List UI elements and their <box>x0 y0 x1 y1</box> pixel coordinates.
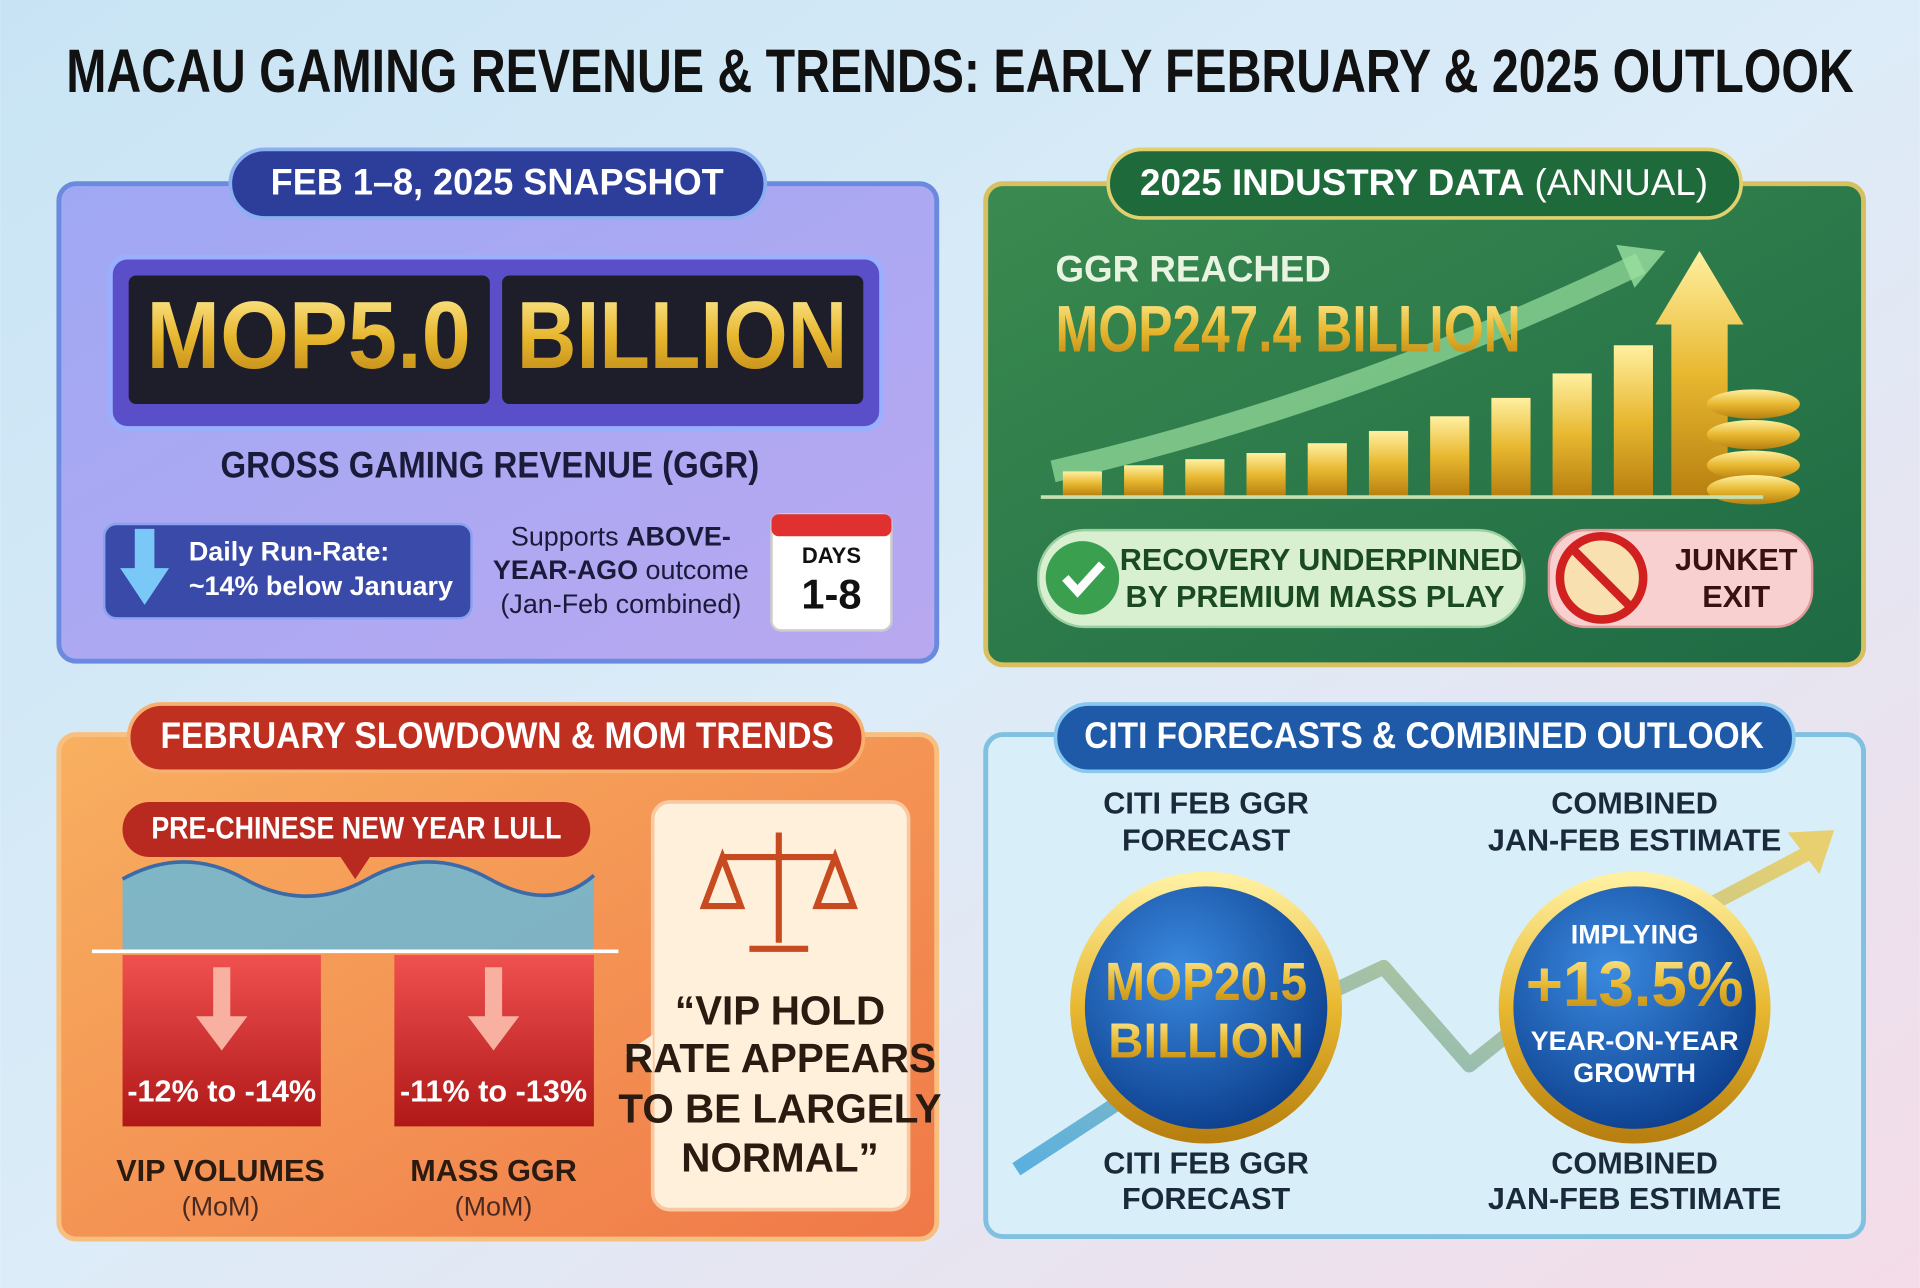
supports-line: Supports ABOVE- <box>511 522 731 552</box>
panel-title: 2025 INDUSTRY DATA (ANNUAL) <box>1140 162 1708 203</box>
supports-emphasis: ABOVE- <box>626 522 731 552</box>
scale-icon <box>699 832 858 952</box>
slowdown-panel: FEBRUARY SLOWDOWN & MOM TRENDS PRE-CHINE… <box>56 702 942 1242</box>
industry-label: GGR REACHED <box>1055 249 1330 290</box>
supports-text: outcome <box>638 555 749 585</box>
calendar-days: 1-8 <box>801 570 861 617</box>
bottom-label: COMBINED <box>1551 1147 1718 1181</box>
industry-value: MOP247.4 BILLION <box>1055 293 1520 367</box>
supports-emphasis: YEAR-AGO <box>493 555 638 585</box>
item-label: MASS GGR <box>410 1154 577 1188</box>
quote-line: “VIP HOLD <box>675 987 885 1033</box>
run-rate-text: Daily Run-Rate: <box>189 537 389 567</box>
quote-line: NORMAL” <box>681 1134 878 1180</box>
badge-text: EXIT <box>1702 580 1770 614</box>
badge-text: JUNKET <box>1675 543 1798 577</box>
supports-text: (Jan-Feb combined) <box>500 589 741 619</box>
quote-line: RATE APPEARS <box>624 1035 936 1081</box>
lull-label: PRE-CHINESE NEW YEAR LULL <box>151 810 561 846</box>
subtitle: GROSS GAMING REVENUE (GGR) <box>221 444 760 485</box>
bottom-label: CITI FEB GGR <box>1103 1147 1309 1181</box>
run-rate-text: ~14% below January <box>189 571 453 601</box>
panel-title: FEB 1–8, 2025 SNAPSHOT <box>271 162 725 203</box>
top-label: FORECAST <box>1122 823 1291 857</box>
item-label: VIP VOLUMES <box>116 1154 325 1188</box>
bottom-label: JAN-FEB ESTIMATE <box>1488 1182 1781 1216</box>
decor-bars <box>1062 250 1800 505</box>
forecast-unit: BILLION <box>1108 1014 1304 1068</box>
growth-label: YEAR-ON-YEAR <box>1531 1026 1739 1056</box>
panel-title: CITI FORECASTS & COMBINED OUTLOOK <box>1084 715 1764 756</box>
forecast-value: MOP20.5 <box>1105 952 1307 1012</box>
top-label: CITI FEB GGR <box>1103 787 1309 821</box>
panel-title: FEBRUARY SLOWDOWN & MOM TRENDS <box>161 715 834 756</box>
supports-text: Supports <box>511 522 626 552</box>
industry-panel: 2025 INDUSTRY DATA (ANNUAL) GGR REACHED … <box>983 147 1867 668</box>
citi-panel: CITI FORECASTS & COMBINED OUTLOOK CITI F… <box>983 702 1867 1240</box>
item-note: (MoM) <box>455 1192 533 1222</box>
title-text: 2025 INDUSTRY DATA <box>1140 162 1524 203</box>
headline-value: MOP5.0 <box>146 283 470 389</box>
top-label: COMBINED <box>1551 787 1718 821</box>
bottom-label: FORECAST <box>1122 1182 1291 1216</box>
badge-text: BY PREMIUM MASS PLAY <box>1126 580 1505 614</box>
headline-unit: BILLION <box>517 283 848 389</box>
snapshot-panel: FEB 1–8, 2025 SNAPSHOT MOP5.0 BILLION GR… <box>56 147 940 664</box>
badge-text: RECOVERY UNDERPINNED <box>1120 543 1523 577</box>
growth-label: GROWTH <box>1573 1058 1696 1088</box>
growth-value: +13.5% <box>1526 949 1744 1020</box>
main-title: MACAU GAMING REVENUE & TRENDS: EARLY FEB… <box>66 37 1854 105</box>
item-note: (MoM) <box>182 1192 260 1222</box>
range-label: -12% to -14% <box>127 1074 316 1108</box>
title-note: (ANNUAL) <box>1524 162 1708 203</box>
range-label: -11% to -13% <box>400 1074 587 1108</box>
supports-line: YEAR-AGO outcome <box>493 555 749 585</box>
growth-label: IMPLYING <box>1571 920 1699 950</box>
quote-line: TO BE LARGELY <box>618 1085 941 1131</box>
calendar-label: DAYS <box>802 543 861 568</box>
top-label: JAN-FEB ESTIMATE <box>1488 823 1781 857</box>
